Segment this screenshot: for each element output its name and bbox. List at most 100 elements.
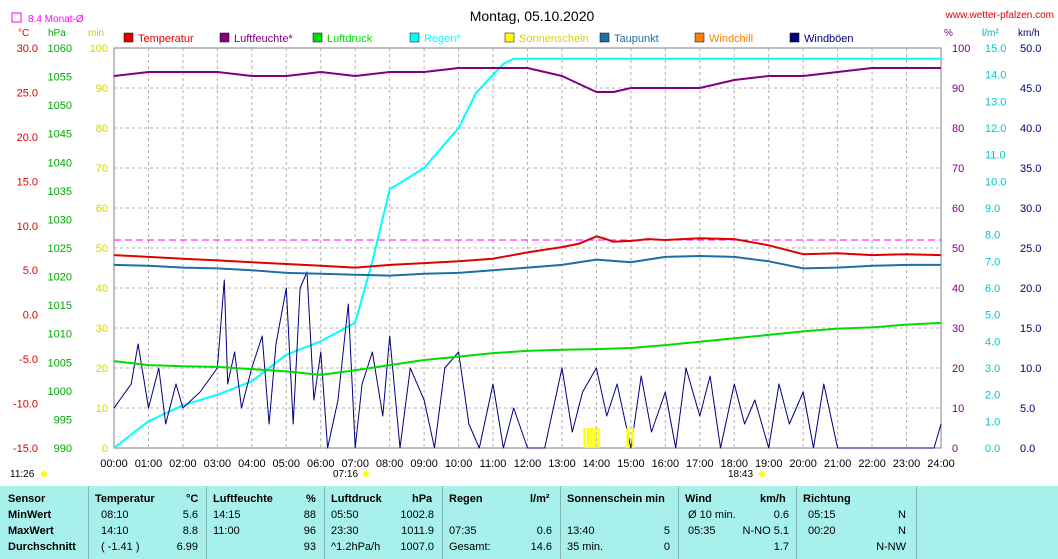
tick-rain_lm2: 2.0 <box>985 390 1000 402</box>
unit-sun: min <box>88 28 104 39</box>
table-cell-wind_t: Ø 10 min. <box>688 509 736 521</box>
table-cell-press_v: 1007.0 <box>400 541 434 553</box>
hdr-temp: Temperatur <box>95 493 155 505</box>
tick-x: 08:00 <box>376 458 404 470</box>
plot-area <box>113 47 942 449</box>
axes: 30.0 25.0 20.0 15.0 10.0 5.0 0.0 -5.0 -10.0 -15.0… <box>13 43 1042 470</box>
tick-pressure_hpa: 1010 <box>48 329 72 341</box>
unit-temp: °C <box>18 28 29 39</box>
hdr-hum: Luftfeuchte <box>213 493 273 505</box>
tick-sun_min: 100 <box>90 43 108 55</box>
table-cell-temp_v: 6.99 <box>176 541 198 553</box>
tick-humidity_pct: 80 <box>952 123 964 135</box>
tick-x: 01:00 <box>135 458 163 470</box>
tick-rain_lm2: 3.0 <box>985 363 1000 375</box>
table-cell-rain_v: 14.6 <box>530 541 552 553</box>
legend-swatch <box>694 32 705 43</box>
legend: Temperatur Luftfeuchte* Luftdruck Regen* Son… <box>123 32 854 45</box>
tick-temp_c: -5.0 <box>19 354 38 366</box>
series-temperatur <box>113 235 942 269</box>
tick-pressure_hpa: 1040 <box>48 157 72 169</box>
legend-label: Windchill <box>709 33 753 45</box>
table-cell-press_t: ^1.2hPa/h <box>331 541 381 553</box>
tick-rain_lm2: 5.0 <box>985 310 1000 322</box>
tick-x: 22:00 <box>858 458 886 470</box>
table-cell-press_t: 23:30 <box>331 525 359 537</box>
tick-x: 15:00 <box>617 458 645 470</box>
legend-swatch <box>123 32 134 43</box>
table-cell-sun_t: 13:40 <box>567 525 595 537</box>
monthly-avg-label: 8.4 Monat-Ø <box>28 14 84 25</box>
tick-rain_lm2: 8.0 <box>985 230 1000 242</box>
hdr-dir: Richtung <box>803 493 851 505</box>
tick-humidity_pct: 40 <box>952 283 964 295</box>
tick-wind_kmh: 20.0 <box>1020 283 1041 295</box>
hdr-wind: Wind <box>685 493 712 505</box>
tick-rain_lm2: 12.0 <box>985 123 1006 135</box>
tick-x: 04:00 <box>238 458 266 470</box>
tick-rain_lm2: 11.0 <box>985 150 1006 162</box>
table-cell-hum_v: 96 <box>303 525 316 537</box>
summary-table: Sensor Temperatur °C Luftfeuchte % Luftd… <box>0 486 1058 559</box>
tick-rain_lm2: 7.0 <box>985 256 1000 268</box>
series-windben <box>113 271 942 449</box>
tick-pressure_hpa: 1000 <box>48 386 72 398</box>
tick-sun_min: 0 <box>102 443 108 455</box>
tick-rain_lm2: 13.0 <box>985 96 1006 108</box>
tick-pressure_hpa: 1005 <box>48 357 72 369</box>
tick-humidity_pct: 20 <box>952 363 964 375</box>
tick-x: 17:00 <box>686 458 714 470</box>
tick-humidity_pct: 0 <box>952 443 958 455</box>
tick-sun_min: 80 <box>96 123 108 135</box>
table-cell-temp_t: 14:10 <box>101 525 129 537</box>
legend-label: Regen* <box>424 33 461 45</box>
site-link[interactable]: www.wetter-pfalzen.com <box>945 10 1054 21</box>
table-cell-hum_v: 88 <box>303 509 316 521</box>
tick-wind_kmh: 50.0 <box>1020 43 1041 55</box>
table-cell-temp_t: ( -1.41 ) <box>101 541 140 553</box>
tick-temp_c: 5.0 <box>23 265 38 277</box>
sunshine-bar <box>631 428 635 448</box>
legend-swatch <box>599 32 610 43</box>
tick-humidity_pct: 90 <box>952 83 964 95</box>
tick-pressure_hpa: 1055 <box>48 72 72 84</box>
table-cell-temp_v: 8.8 <box>182 525 198 537</box>
tick-rain_lm2: 15.0 <box>985 43 1006 55</box>
tick-x: 24:00 <box>927 458 955 470</box>
table-cell-label: MinWert <box>8 509 52 521</box>
unit-rain: l/m² <box>982 28 999 39</box>
table-cell-hum_t: 14:15 <box>213 509 241 521</box>
legend-label: Luftdruck <box>327 33 373 45</box>
table-cell-hum_v: 93 <box>303 541 316 553</box>
table-cell-hum_t: 11:00 <box>213 525 240 537</box>
tick-sun_min: 20 <box>96 363 108 375</box>
sunshine-bar <box>593 428 597 448</box>
tick-x: 20:00 <box>789 458 817 470</box>
tick-pressure_hpa: 1045 <box>48 129 72 141</box>
table-cell-dir_v: N <box>898 525 906 537</box>
sunrise-label: 07:16 <box>333 469 358 480</box>
tick-x: 14:00 <box>583 458 611 470</box>
tick-x: 16:00 <box>652 458 680 470</box>
table-cell-label: Durchschnitt <box>8 541 76 553</box>
unit-wind: km/h <box>1018 28 1040 39</box>
tick-x: 13:00 <box>548 458 576 470</box>
tick-rain_lm2: 4.0 <box>985 336 1000 348</box>
table-cell-temp_t: 08:10 <box>101 509 129 521</box>
legend-label: Luftfeuchte* <box>234 33 293 45</box>
hdr-sun: Sonnenschein min <box>567 493 665 505</box>
tick-x: 11:00 <box>480 458 507 470</box>
tick-x: 09:00 <box>410 458 438 470</box>
hdr-hum-unit: % <box>306 493 316 505</box>
tick-wind_kmh: 35.0 <box>1020 163 1041 175</box>
tick-sun_min: 60 <box>96 203 108 215</box>
hdr-wind-unit: km/h <box>760 493 786 505</box>
tick-x: 10:00 <box>445 458 473 470</box>
series-regen <box>113 57 941 449</box>
tick-sun_min: 40 <box>96 283 108 295</box>
tick-x: 18:00 <box>720 458 748 470</box>
tick-rain_lm2: 1.0 <box>985 416 1000 428</box>
sunshine-bar <box>597 428 600 448</box>
tick-pressure_hpa: 995 <box>54 414 72 426</box>
monthly-avg-marker <box>11 12 22 23</box>
